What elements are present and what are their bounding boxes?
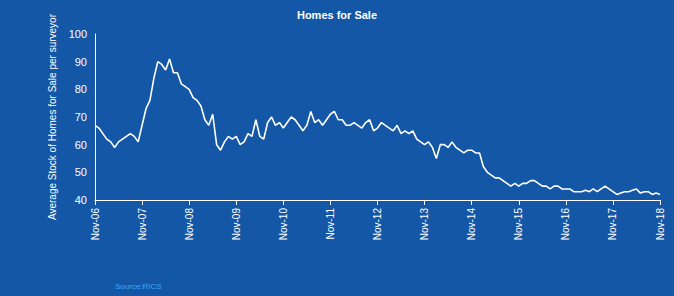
svg-text:Source:RICS: Source:RICS bbox=[115, 282, 162, 291]
svg-text:Nov-15: Nov-15 bbox=[513, 208, 524, 241]
svg-text:Average Stock of Homes for Sal: Average Stock of Homes for Sale per surv… bbox=[47, 13, 58, 220]
svg-text:Nov-10: Nov-10 bbox=[278, 208, 289, 241]
svg-text:Nov-13: Nov-13 bbox=[419, 208, 430, 241]
svg-text:90: 90 bbox=[75, 56, 87, 68]
svg-text:Nov-06: Nov-06 bbox=[90, 208, 101, 241]
svg-text:Nov-11: Nov-11 bbox=[325, 208, 336, 240]
svg-text:100: 100 bbox=[69, 28, 87, 40]
svg-text:Nov-17: Nov-17 bbox=[607, 208, 618, 241]
svg-text:Nov-09: Nov-09 bbox=[231, 208, 242, 241]
svg-text:Nov-14: Nov-14 bbox=[466, 208, 477, 241]
svg-text:Nov-18: Nov-18 bbox=[655, 208, 666, 241]
svg-text:Nov-12: Nov-12 bbox=[372, 208, 383, 241]
svg-text:70: 70 bbox=[75, 111, 87, 123]
svg-text:40: 40 bbox=[75, 194, 87, 206]
svg-text:60: 60 bbox=[75, 139, 87, 151]
svg-text:Homes for Sale: Homes for Sale bbox=[297, 9, 377, 21]
svg-text:50: 50 bbox=[75, 166, 87, 178]
svg-text:Nov-08: Nov-08 bbox=[184, 208, 195, 241]
svg-text:Nov-16: Nov-16 bbox=[560, 208, 571, 241]
svg-text:Nov-07: Nov-07 bbox=[137, 208, 148, 241]
svg-text:80: 80 bbox=[75, 83, 87, 95]
